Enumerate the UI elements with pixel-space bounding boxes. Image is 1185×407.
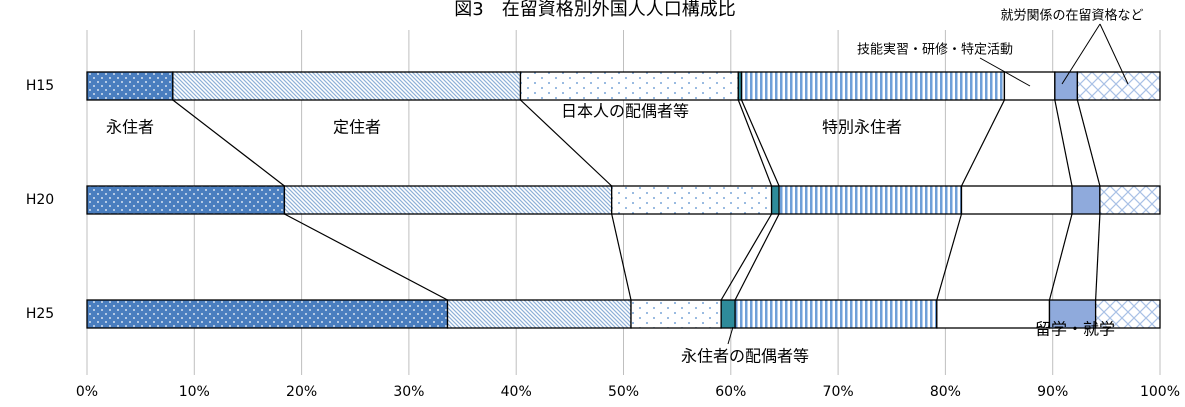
leader-line xyxy=(979,57,1031,87)
x-tick-label: 50% xyxy=(608,384,639,400)
connector-line xyxy=(740,99,780,187)
x-tick-label: 0% xyxy=(76,384,98,400)
x-tick-label: 70% xyxy=(823,384,854,400)
bar-segment xyxy=(172,71,522,101)
bar-segment xyxy=(86,299,449,329)
series-label: 留学・就学 xyxy=(1035,320,1115,339)
bar-segment xyxy=(1071,185,1101,215)
connector-line xyxy=(734,213,780,301)
bar-segment xyxy=(446,299,632,329)
connector-line xyxy=(1054,99,1073,187)
connector-line xyxy=(1095,213,1101,301)
connector-line xyxy=(720,213,773,301)
connector-line xyxy=(960,99,1005,187)
bar-segment xyxy=(960,185,1073,215)
bar-segment xyxy=(1094,299,1161,329)
bar-segment xyxy=(1076,71,1161,101)
bar-segment xyxy=(1054,71,1079,101)
x-tick-label: 30% xyxy=(393,384,424,400)
bar-segment xyxy=(611,185,773,215)
x-tick-label: 90% xyxy=(1037,384,1068,400)
leader-line xyxy=(1061,23,1101,85)
connector-line xyxy=(1076,99,1101,187)
connector-line xyxy=(172,99,285,187)
series-label: 永住者の配偶者等 xyxy=(681,347,809,366)
x-tick-label: 60% xyxy=(715,384,746,400)
y-tick-label: H20 xyxy=(26,192,54,208)
series-label: 就労関係の在留資格など xyxy=(1000,8,1143,24)
bar-segment xyxy=(778,185,963,215)
connector-line xyxy=(1048,213,1073,301)
connector-line xyxy=(936,213,963,301)
bar-segment xyxy=(740,71,1006,101)
bar-segment xyxy=(770,185,780,215)
series-label: 技能実習・研修・特定活動 xyxy=(857,42,1013,58)
y-tick-label: H25 xyxy=(26,306,54,322)
chart-title: 図3 在留資格別外国人人口構成比 xyxy=(454,0,735,20)
bar-segment xyxy=(720,299,736,329)
leader-line xyxy=(727,326,734,345)
bar-segment xyxy=(519,71,739,101)
y-tick-label: H15 xyxy=(26,78,54,94)
bar-segment xyxy=(86,185,286,215)
bar-segment xyxy=(1099,185,1161,215)
bar-segment xyxy=(283,185,613,215)
x-tick-label: 10% xyxy=(179,384,210,400)
x-tick-label: 100% xyxy=(1140,384,1180,400)
connector-line xyxy=(611,213,632,301)
leader-line xyxy=(1099,23,1129,85)
bar-segment xyxy=(86,71,174,101)
series-label: 定住者 xyxy=(333,118,381,137)
series-label: 日本人の配偶者等 xyxy=(561,102,689,121)
x-tick-label: 40% xyxy=(501,384,532,400)
x-tick-label: 20% xyxy=(286,384,317,400)
bar-segment xyxy=(630,299,722,329)
connector-line xyxy=(284,213,448,301)
bar-segment xyxy=(936,299,1051,329)
connector-line xyxy=(737,99,773,187)
connector-line xyxy=(520,99,613,187)
bar-segment xyxy=(734,299,938,329)
series-label: 特別永住者 xyxy=(822,118,902,137)
x-tick-label: 80% xyxy=(930,384,961,400)
bar-segment xyxy=(1048,299,1097,329)
series-label: 永住者 xyxy=(106,118,154,137)
